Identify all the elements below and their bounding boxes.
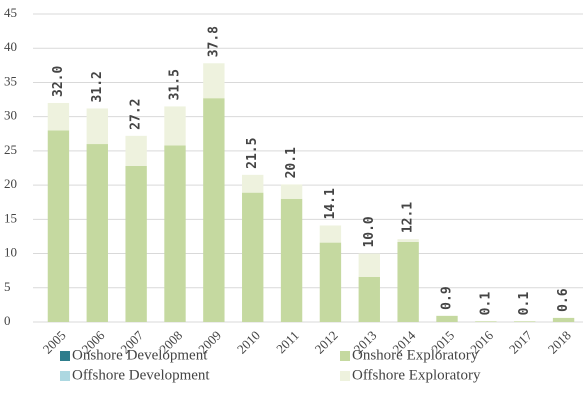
x-tick-label: 2018 [545, 328, 574, 357]
bar-segment [552, 317, 575, 322]
bar-segment [358, 253, 380, 277]
bar-segment [47, 102, 70, 131]
legend-swatch [340, 371, 350, 381]
bar-segment [47, 130, 70, 322]
bar-segment [203, 63, 225, 99]
legend-swatch [60, 351, 70, 361]
total-label: 0.9 [440, 286, 455, 309]
bar-segment [86, 108, 108, 145]
bar-segment [358, 276, 380, 322]
bar-segment [125, 135, 147, 166]
bar-segment [86, 144, 108, 322]
bar-segment [125, 165, 147, 322]
y-tick-label: 0 [4, 313, 11, 328]
total-label: 10.0 [362, 216, 377, 247]
x-tick-label: 2017 [506, 327, 535, 356]
total-label: 31.5 [168, 69, 183, 100]
bar-segment [397, 239, 419, 242]
total-label: 0.1 [478, 292, 493, 316]
bar-segment [397, 241, 419, 322]
total-label: 0.1 [517, 292, 532, 316]
y-tick-label: 35 [4, 73, 17, 88]
y-tick-label: 15 [4, 210, 17, 225]
x-tick-label: 2011 [273, 328, 302, 357]
total-label: 37.8 [206, 26, 221, 57]
x-tick-label: 2010 [234, 328, 263, 357]
bar-segment [242, 174, 264, 193]
bar-segment [164, 145, 186, 322]
legend-label: Offshore Exploratory [352, 367, 481, 383]
bar-segment [475, 321, 497, 322]
bar-segment [280, 198, 303, 322]
bar-segment [242, 192, 264, 322]
y-tick-label: 20 [4, 176, 17, 191]
total-label: 31.2 [90, 71, 105, 102]
bar-segment [280, 184, 303, 199]
total-label: 14.1 [323, 188, 338, 219]
total-label: 0.6 [556, 288, 571, 312]
y-tick-label: 40 [4, 39, 17, 54]
y-tick-label: 10 [4, 245, 17, 260]
x-tick-label: 2012 [312, 328, 341, 357]
y-tick-label: 30 [4, 108, 17, 123]
total-label: 20.1 [284, 147, 299, 178]
bar-segment [319, 225, 342, 243]
bar-segment [164, 106, 186, 146]
total-label: 27.2 [129, 99, 144, 130]
legend-swatch [60, 371, 70, 381]
legend-label: Onshore Exploratory [352, 347, 479, 363]
y-tick-label: 5 [4, 279, 11, 294]
total-label: 32.0 [51, 65, 66, 96]
total-label: 21.5 [245, 138, 260, 169]
bar-segment [436, 315, 458, 322]
y-tick-label: 45 [4, 5, 17, 20]
y-tick-label: 25 [4, 142, 17, 157]
bar-segment [514, 321, 536, 322]
bar-segment [319, 242, 342, 322]
total-label: 12.1 [401, 202, 416, 233]
legend-label: Offshore Development [72, 367, 210, 383]
legend-swatch [340, 351, 350, 361]
bar-segment [203, 98, 225, 322]
legend-label: Onshore Development [72, 347, 208, 363]
